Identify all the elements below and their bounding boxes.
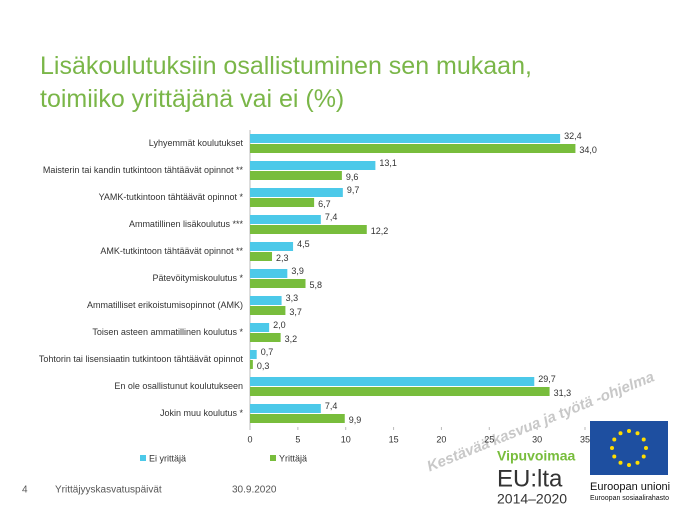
value-label: 0,7 xyxy=(261,347,274,357)
value-label: 3,7 xyxy=(289,307,302,317)
category-label: Ammatilliset erikoistumisopinnot (AMK) xyxy=(87,300,243,310)
category-label: YAMK-tutkintoon tähtäävät opinnot * xyxy=(99,192,244,202)
eu-stars xyxy=(610,429,648,467)
x-tick-label: 30 xyxy=(532,434,542,444)
star xyxy=(612,437,617,442)
value-label: 2,3 xyxy=(276,253,289,263)
bar xyxy=(250,414,345,423)
value-label: 7,4 xyxy=(325,401,338,411)
bar xyxy=(250,360,253,369)
bar xyxy=(250,296,282,305)
bar xyxy=(250,188,343,197)
value-label: 6,7 xyxy=(318,199,331,209)
value-label: 9,9 xyxy=(349,415,362,425)
bar xyxy=(250,252,273,261)
logo-eu: EU:lta xyxy=(497,465,563,492)
value-label: 32,4 xyxy=(564,131,582,141)
value-label: 0,3 xyxy=(257,361,270,371)
bar xyxy=(250,161,376,170)
value-label: 9,6 xyxy=(346,172,359,182)
category-label: Jokin muu koulutus * xyxy=(160,408,244,418)
bar xyxy=(250,279,306,288)
x-tick-label: 10 xyxy=(341,434,351,444)
star xyxy=(618,431,623,436)
value-label: 7,4 xyxy=(325,212,338,222)
logo-fund: Euroopan sosiaalirahasto xyxy=(590,495,669,502)
value-label: 2,0 xyxy=(273,320,286,330)
bar xyxy=(250,171,342,180)
page-number: 4 xyxy=(22,485,28,496)
logo-vipu: Vipuvoimaa xyxy=(497,448,576,464)
x-tick-label: 0 xyxy=(247,434,252,444)
x-tick-label: 20 xyxy=(436,434,446,444)
footer-event: Yrittäjyyskasvatuspäivät xyxy=(55,485,162,496)
category-label: Maisterin tai kandin tutkintoon tähtäävä… xyxy=(43,165,244,175)
bar xyxy=(250,198,315,207)
value-label: 9,7 xyxy=(347,185,360,195)
footer-date: 30.9.2020 xyxy=(232,485,277,496)
value-label: 5,8 xyxy=(310,280,323,290)
logo-years: 2014–2020 xyxy=(497,491,567,507)
value-label: 3,9 xyxy=(291,266,304,276)
value-label: 31,3 xyxy=(554,388,572,398)
category-label: Pätevöitymiskoulutus * xyxy=(152,273,243,283)
bar xyxy=(250,215,321,224)
star xyxy=(627,429,631,433)
x-tick-label: 35 xyxy=(580,434,590,444)
category-label: AMK-tutkintoon tähtäävät opinnot ** xyxy=(100,246,243,256)
x-tick-label: 15 xyxy=(389,434,399,444)
legend-label: Yrittäjä xyxy=(279,453,307,463)
value-label: 3,3 xyxy=(286,293,299,303)
star xyxy=(635,460,640,465)
x-tick-label: 5 xyxy=(295,434,300,444)
bar xyxy=(250,225,367,234)
category-label: Tohtorin tai lisensiaatin tutkintoon täh… xyxy=(39,354,244,364)
star xyxy=(641,437,646,442)
bar xyxy=(250,404,321,413)
value-label: 4,5 xyxy=(297,239,310,249)
value-label: 12,2 xyxy=(371,226,389,236)
bar xyxy=(250,377,535,386)
star xyxy=(641,454,646,459)
bar xyxy=(250,323,270,332)
value-label: 34,0 xyxy=(579,145,597,155)
x-tick-label: 25 xyxy=(484,434,494,444)
value-label: 29,7 xyxy=(538,374,556,384)
logo-union: Euroopan unioni xyxy=(590,481,670,493)
category-label: Lyhyemmät koulutukset xyxy=(149,138,244,148)
category-label: Toisen asteen ammatillinen koulutus * xyxy=(92,327,243,337)
bar xyxy=(250,134,561,143)
bar xyxy=(250,333,281,342)
legend-swatch xyxy=(140,455,146,461)
value-label: 3,2 xyxy=(285,334,298,344)
bar xyxy=(250,350,257,359)
bar xyxy=(250,242,294,251)
legend-swatch xyxy=(270,455,276,461)
category-label: En ole osallistunut koulutukseen xyxy=(114,381,243,391)
star xyxy=(612,454,617,459)
star xyxy=(627,463,631,467)
chart-title: Lisäkoulutuksiin osallistuminen sen muka… xyxy=(40,52,532,113)
value-label: 13,1 xyxy=(379,158,397,168)
star xyxy=(635,431,640,436)
star xyxy=(610,446,614,450)
star xyxy=(618,460,623,465)
bar xyxy=(250,306,286,315)
bar xyxy=(250,269,288,278)
legend-label: Ei yrittäjä xyxy=(149,453,186,463)
bar xyxy=(250,387,550,396)
star xyxy=(644,446,648,450)
category-label: Ammatillinen lisäkoulutus *** xyxy=(129,219,244,229)
bar xyxy=(250,144,576,153)
